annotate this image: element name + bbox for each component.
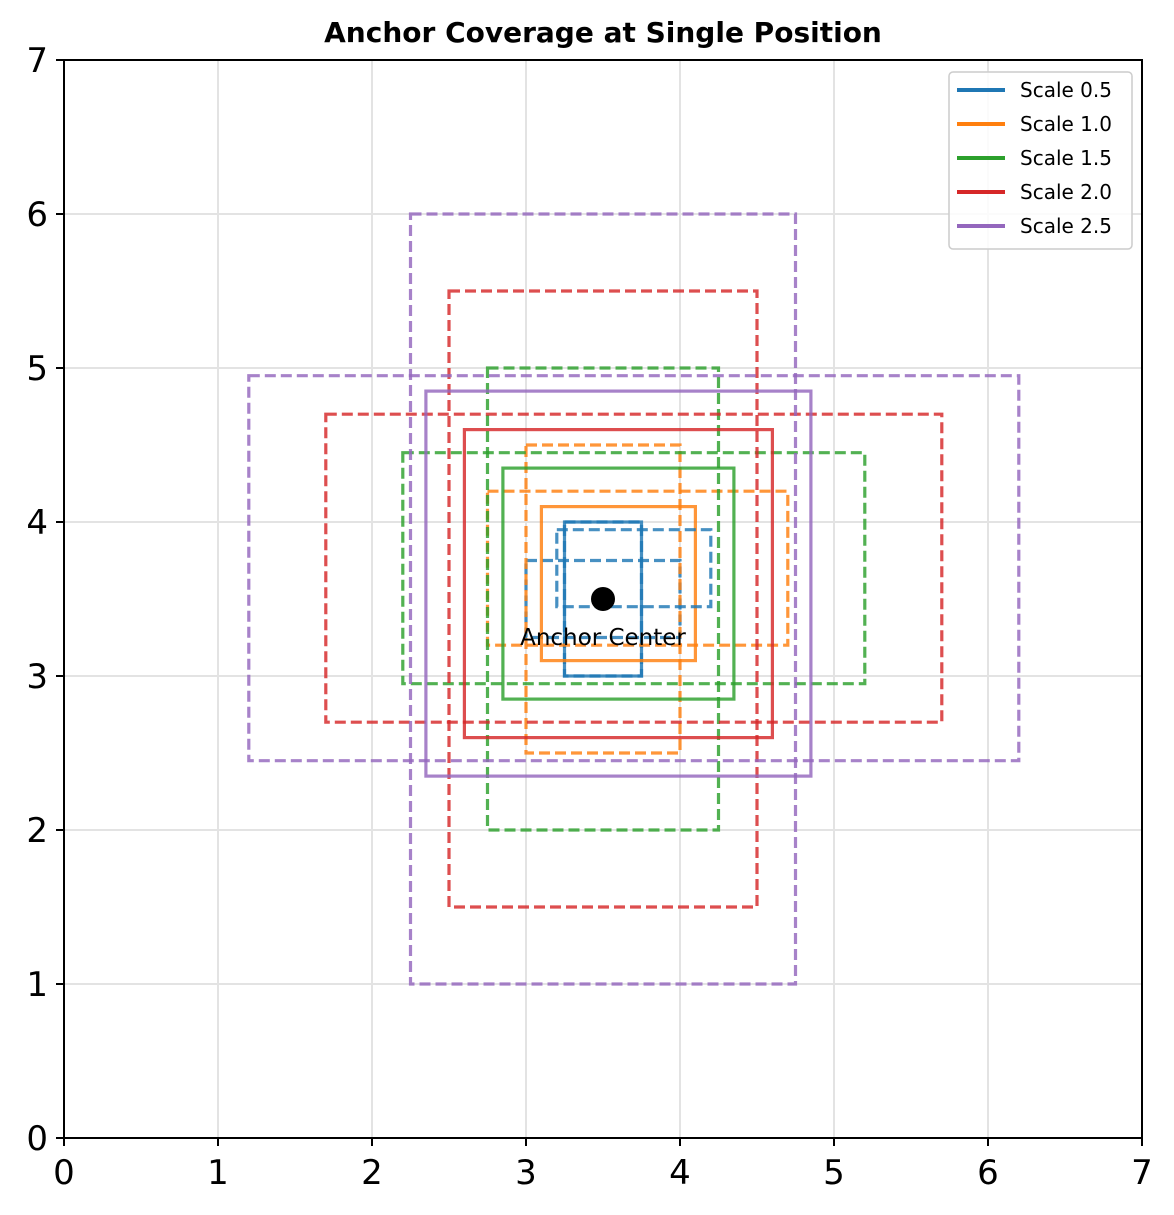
y-tick-label: 0 xyxy=(26,1119,48,1159)
anchor-box-5-1 xyxy=(247,374,1021,763)
anchor-box-2-3 xyxy=(524,443,682,755)
y-tick-label: 1 xyxy=(26,965,48,1005)
x-tick-label: 6 xyxy=(977,1153,999,1193)
y-tick-label: 5 xyxy=(26,349,48,389)
anchor-center-label: Anchor Center xyxy=(520,625,686,651)
ticks: 0 1 2 3 4 5 6 7 0 1 2 3 4 5 6 7 xyxy=(26,41,1152,1193)
anchor-center-group: Anchor Center xyxy=(520,587,686,651)
legend-label: Scale 0.5 xyxy=(1020,78,1112,102)
anchor-box-3-1 xyxy=(401,451,867,686)
x-tick-label: 1 xyxy=(207,1153,229,1193)
legend-label: Scale 1.5 xyxy=(1020,146,1112,170)
x-tick-label: 2 xyxy=(361,1153,383,1193)
anchor-box-3-3 xyxy=(485,366,721,832)
anchor-box-2-2 xyxy=(539,505,698,663)
anchor-box-4-3 xyxy=(447,289,759,909)
legend-label: Scale 2.0 xyxy=(1020,180,1112,204)
axes xyxy=(63,59,1143,1139)
x-tick-label: 0 xyxy=(53,1153,75,1193)
y-tick-label: 4 xyxy=(26,503,48,543)
legend-box xyxy=(948,71,1133,250)
y-tick-label: 2 xyxy=(26,811,48,851)
x-tick-label: 5 xyxy=(823,1153,845,1193)
anchor-box-extra xyxy=(555,528,713,609)
anchor-center-point xyxy=(591,587,615,611)
x-tick-label: 7 xyxy=(1131,1153,1153,1193)
legend-label: Scale 2.5 xyxy=(1020,214,1112,238)
anchor-box-3-2 xyxy=(501,466,736,701)
x-tick-label: 4 xyxy=(669,1153,691,1193)
plot-frame xyxy=(63,59,1143,1139)
anchor-box-5-3 xyxy=(408,212,798,986)
anchor-boxes xyxy=(247,212,1021,986)
anchor-box-5-2 xyxy=(424,389,813,778)
anchor-box-2-1 xyxy=(485,489,790,647)
y-tick-label: 7 xyxy=(26,41,48,81)
chart-title: Anchor Coverage at Single Position xyxy=(324,16,882,49)
anchor-box-1-3 xyxy=(562,520,644,678)
y-tick-label: 3 xyxy=(26,657,48,697)
legend-label: Scale 1.0 xyxy=(1020,112,1112,136)
y-tick-label: 6 xyxy=(26,195,48,235)
x-tick-label: 3 xyxy=(515,1153,537,1193)
legend: Scale 0.5 Scale 1.0 Scale 1.5 Scale 2.0 Scal… xyxy=(948,71,1133,250)
anchor-box-4-1 xyxy=(324,412,944,724)
anchor-box-4-2 xyxy=(462,428,774,740)
